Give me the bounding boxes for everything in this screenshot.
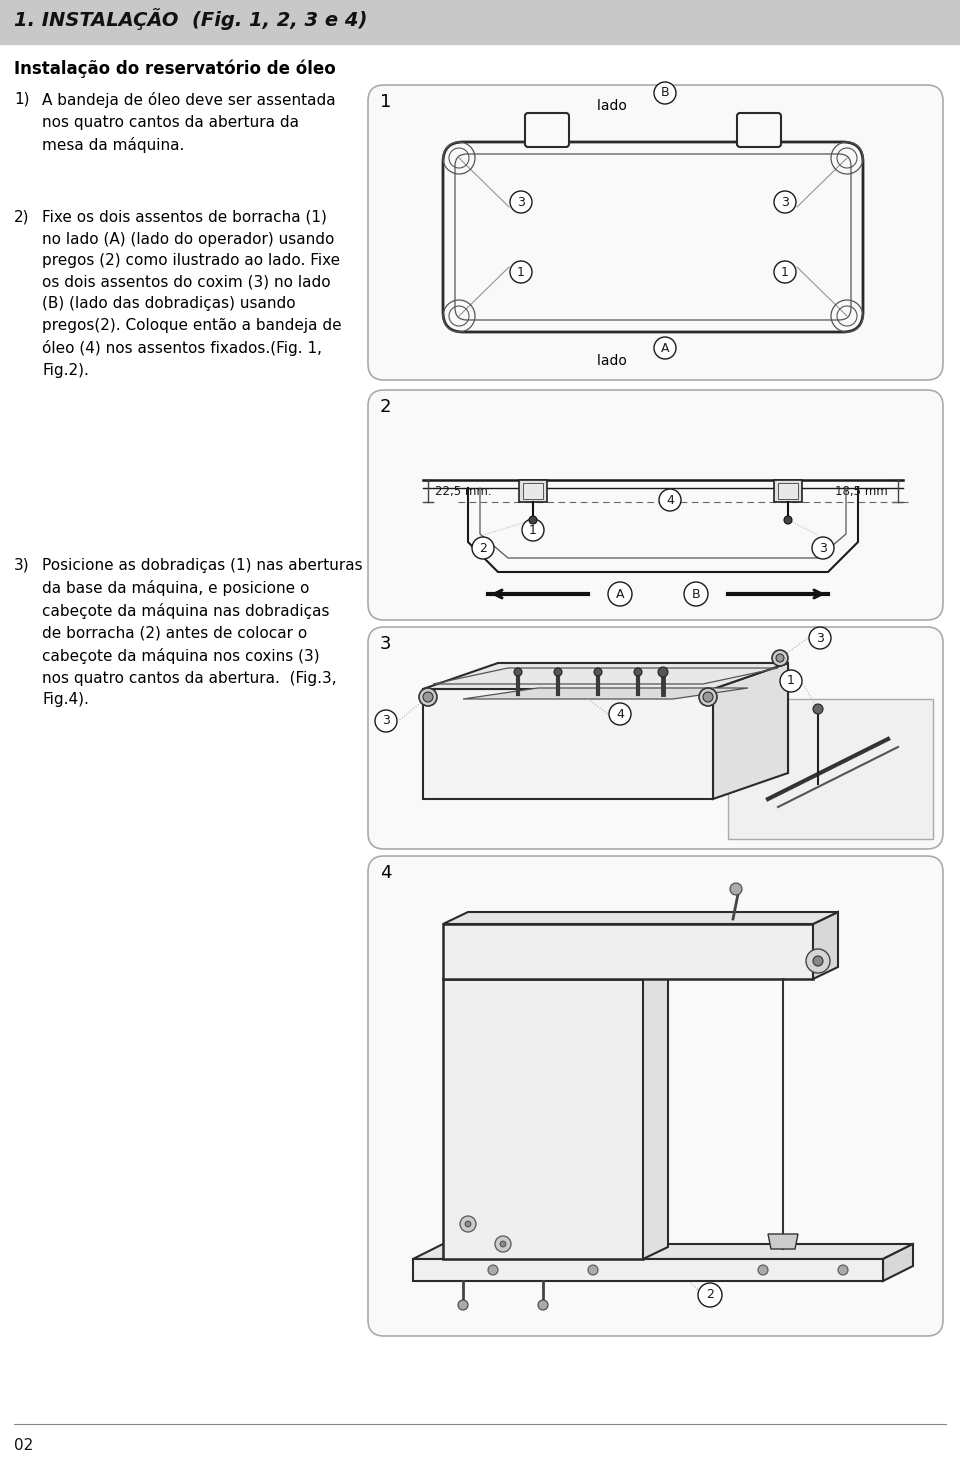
Text: 3: 3 [517,195,525,208]
FancyBboxPatch shape [368,627,943,849]
Circle shape [654,337,676,359]
Circle shape [510,191,532,213]
Circle shape [500,1242,506,1248]
Circle shape [699,688,717,707]
Text: 18,5 mm: 18,5 mm [835,484,888,497]
Text: A: A [615,588,624,601]
Text: 3): 3) [14,559,30,573]
FancyBboxPatch shape [368,390,943,620]
Polygon shape [768,1234,798,1249]
Polygon shape [883,1245,913,1281]
Circle shape [522,519,544,541]
FancyBboxPatch shape [455,154,851,320]
Circle shape [812,537,834,559]
Text: 1: 1 [787,674,795,688]
Bar [774,479,802,501]
Text: 1: 1 [529,523,537,537]
Circle shape [813,956,823,966]
Polygon shape [423,689,713,799]
Text: B: B [660,86,669,100]
Text: 1: 1 [517,265,525,279]
Polygon shape [443,979,643,1259]
Circle shape [529,516,537,523]
Circle shape [654,82,676,104]
Circle shape [608,582,632,605]
Circle shape [784,516,792,523]
Circle shape [758,1265,768,1275]
Polygon shape [713,663,788,799]
Text: lado: lado [597,353,631,368]
Text: Fixe os dois assentos de borracha (1)
no lado (A) (lado do operador) usando
preg: Fixe os dois assentos de borracha (1) no… [42,210,342,378]
Text: Instalação do reservatório de óleo: Instalação do reservatório de óleo [14,60,336,79]
Circle shape [772,649,788,666]
Text: 2: 2 [479,541,487,554]
Polygon shape [643,968,668,1259]
Text: 02: 02 [14,1438,34,1453]
Text: A bandeja de óleo deve ser assentada
nos quatro cantos da abertura da
mesa da má: A bandeja de óleo deve ser assentada nos… [42,92,336,152]
Text: lado: lado [597,100,631,113]
FancyBboxPatch shape [368,856,943,1336]
Circle shape [806,949,830,973]
Text: 3: 3 [781,195,789,208]
Polygon shape [463,688,748,699]
Circle shape [634,668,642,676]
Circle shape [514,668,522,676]
Circle shape [488,1265,498,1275]
Text: 4: 4 [666,494,674,506]
Circle shape [554,668,562,676]
Bar [0,0,960,44]
Circle shape [809,627,831,649]
Circle shape [838,1265,848,1275]
Polygon shape [813,912,838,979]
Text: B: B [692,588,700,601]
Bar [728,699,933,839]
Polygon shape [413,1259,883,1281]
Text: 1. INSTALAÇÃO  (Fig. 1, 2, 3 e 4): 1. INSTALAÇÃO (Fig. 1, 2, 3 e 4) [14,7,368,29]
Text: Posicione as dobradiças (1) nas aberturas
da base da máquina, e posicione o
cabe: Posicione as dobradiças (1) nas abertura… [42,559,363,707]
Circle shape [658,667,668,677]
Text: 4: 4 [380,863,392,883]
Circle shape [472,537,494,559]
Text: 22,5 mm.: 22,5 mm. [435,484,492,497]
Circle shape [538,1300,548,1311]
Circle shape [659,490,681,512]
Polygon shape [443,968,668,979]
Text: 3: 3 [380,635,392,652]
Text: 2): 2) [14,210,30,224]
Circle shape [774,261,796,283]
FancyBboxPatch shape [443,142,863,331]
Circle shape [460,1215,476,1231]
FancyBboxPatch shape [737,113,781,147]
Bar [519,479,547,501]
Circle shape [730,883,742,896]
Circle shape [375,710,397,732]
Circle shape [458,1300,468,1311]
Text: 3: 3 [816,632,824,645]
Circle shape [774,191,796,213]
Text: 1): 1) [14,92,30,107]
Text: 3: 3 [382,714,390,727]
Polygon shape [423,663,788,689]
Circle shape [698,1283,722,1308]
Polygon shape [443,912,838,924]
Polygon shape [498,663,788,773]
FancyBboxPatch shape [368,85,943,380]
Polygon shape [413,1245,913,1259]
Circle shape [594,668,602,676]
Circle shape [813,704,823,714]
Circle shape [609,704,631,726]
Circle shape [510,261,532,283]
Polygon shape [443,924,813,979]
Circle shape [684,582,708,605]
Text: 1: 1 [380,92,392,111]
FancyBboxPatch shape [525,113,569,147]
Circle shape [703,692,713,702]
Circle shape [419,688,437,707]
Text: 3: 3 [819,541,827,554]
Circle shape [776,654,784,663]
Circle shape [423,692,433,702]
Circle shape [780,670,802,692]
Circle shape [495,1236,511,1252]
Text: A: A [660,342,669,355]
Bar [523,482,543,498]
